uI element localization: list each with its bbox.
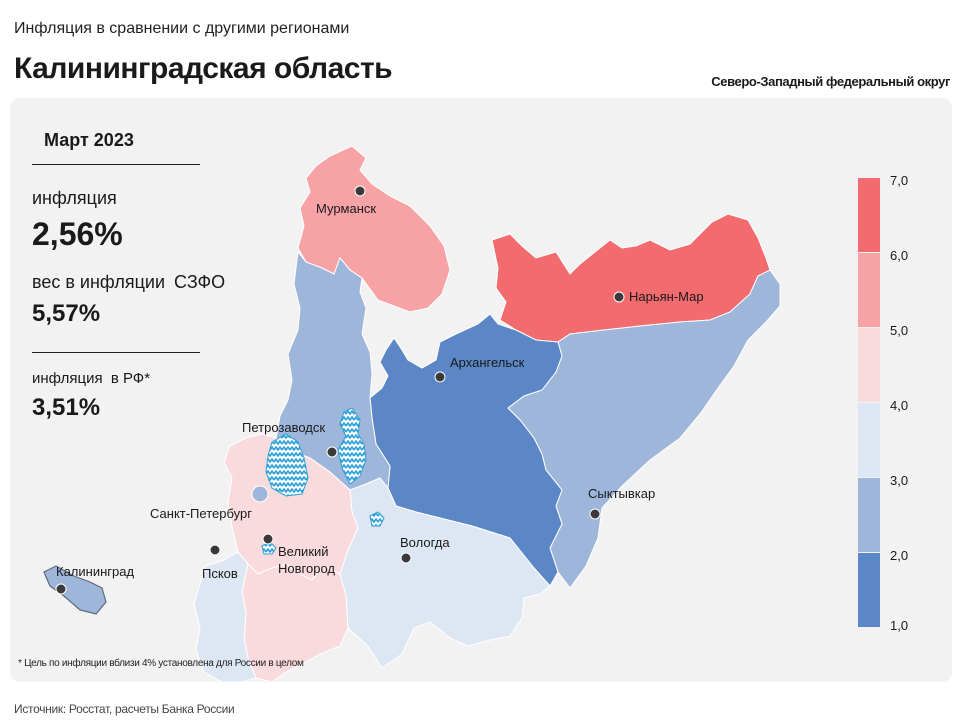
city-marker-pskov [209,544,221,556]
city-label-petrozavodsk: Петрозаводск [242,420,325,435]
map-panel: Мурманск Нарьян-Мар Архангельск Петрозав… [10,98,952,682]
legend-band-4-5 [858,328,880,402]
period-label: Март 2023 [44,130,134,150]
city-marker-kaliningrad [55,583,67,595]
city-label-novgorod-2: Новгород [278,561,335,576]
city-label-naryan-mar: Нарьян-Мар [629,289,704,304]
legend-tick-6: 6,0 [890,248,908,263]
rf-inflation-value: 3,51% [32,394,101,421]
city-label-spb: Санкт-Петербург [150,506,252,521]
city-marker-syktyvkar [589,508,601,520]
legend-band-2-3 [858,478,880,552]
rf-inflation-label-suffix: в РФ* [110,370,151,387]
divider-bottom [32,352,200,353]
page-subtitle: Инфляция в сравнении с другими регионами [14,20,350,37]
weight-label: вес в инфляции СЗФО [32,272,225,293]
weight-label-suffix: СЗФО [174,272,226,292]
inflation-label: инфляция [32,188,117,208]
legend-tick-4: 4,0 [890,398,908,413]
legend-band-3-4 [858,403,880,477]
region-karelia[interactable] [275,250,391,491]
region-murmansk[interactable] [297,145,451,313]
city-label-arkhangelsk: Архангельск [450,355,525,370]
rf-inflation-label-text: инфляция [32,370,103,387]
page-title: Калининградская область [14,52,393,85]
city-label-pskov: Псков [202,566,238,581]
lake-ladoga [265,433,309,497]
district-label: Северо-Западный федеральный округ [711,74,950,89]
region-pskov[interactable] [193,551,257,682]
divider-top [32,164,200,165]
city-label-syktyvkar: Сыктывкар [588,486,655,501]
city-marker-murmansk [354,185,366,197]
source-note: Источник: Росстат, расчеты Банка России [14,702,235,716]
legend-tick-3: 3,0 [890,473,908,488]
city-label-vologda: Вологда [400,535,450,550]
lake-onega [337,407,367,485]
color-legend: 7,0 6,0 5,0 4,0 3,0 2,0 1,0 [858,173,908,633]
footnote: * Цель по инфляции вблизи 4% установлена… [18,658,304,669]
inflation-value: 2,56% [32,216,123,252]
legend-band-5-6 [858,253,880,327]
city-label-novgorod-1: Великий [278,544,329,559]
rf-inflation-label: инфляция в РФ* [32,370,150,387]
city-label-murmansk: Мурманск [316,201,376,216]
legend-band-1-2 [858,553,880,627]
legend-tick-2: 2,0 [890,548,908,563]
lake-beloye [369,511,385,527]
legend-tick-5: 5,0 [890,323,908,338]
city-marker-novgorod [262,533,274,545]
city-marker-petrozavodsk [326,446,338,458]
legend-band-6-7 [858,178,880,252]
city-marker-arkhangelsk [434,371,446,383]
city-marker-vologda [400,552,412,564]
city-label-kaliningrad: Калининград [56,564,134,579]
legend-tick-7: 7,0 [890,173,908,188]
region-spb[interactable] [251,485,269,503]
region-map: Мурманск Нарьян-Мар Архангельск Петрозав… [43,145,908,682]
weight-value: 5,57% [32,300,101,327]
city-marker-naryan-mar [613,291,625,303]
weight-label-text: вес в инфляции [32,272,166,292]
legend-tick-1: 1,0 [890,618,908,633]
